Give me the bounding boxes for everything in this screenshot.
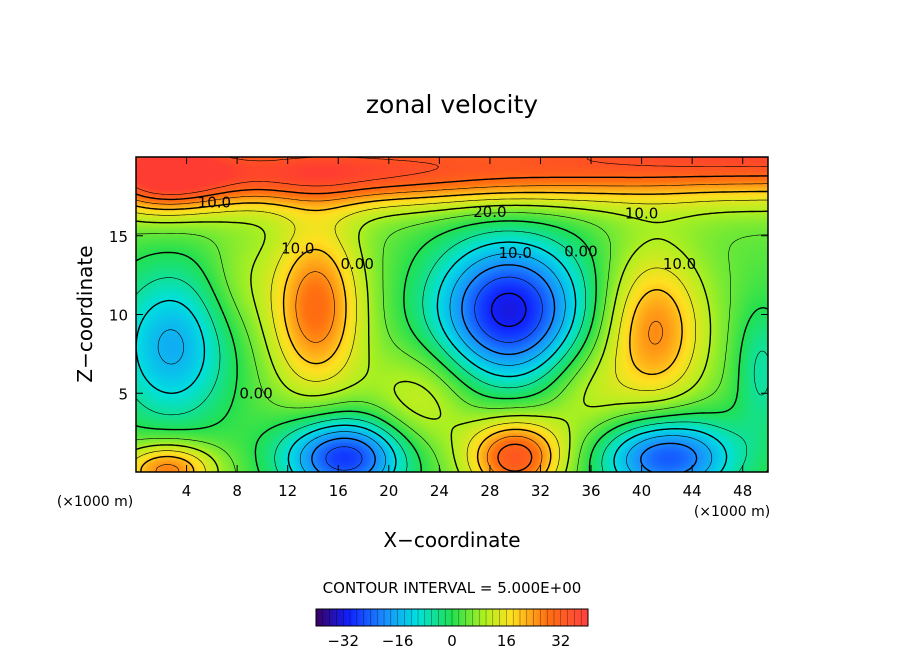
x-tick-label-44: 44	[683, 482, 702, 500]
heatmap-field	[136, 157, 768, 472]
colorbar-tick-0: 0	[447, 632, 457, 650]
y-tick-label-5: 5	[118, 385, 128, 403]
x-axis-label: X−coordinate	[383, 528, 520, 552]
x-tick-label-48: 48	[733, 482, 752, 500]
contour-line-neg25	[325, 276, 543, 471]
contour-label-3: 10.0	[281, 239, 314, 257]
x-unit-left: (×1000 m)	[57, 494, 133, 510]
chart-title: zonal velocity	[366, 90, 538, 119]
colorbar-tick-neg32: −32	[327, 632, 359, 650]
x-tick-label-40: 40	[632, 482, 651, 500]
contour-line-10	[136, 204, 768, 472]
y-axis-ticks: 5 10 15	[109, 228, 768, 403]
contour-line-neg15	[157, 253, 713, 472]
x-tick-label-36: 36	[581, 482, 600, 500]
contour-label-2: 10.0	[625, 205, 658, 223]
y-tick-label-15: 15	[109, 228, 128, 246]
contour-line-5	[136, 212, 768, 472]
x-tick-label-16: 16	[329, 482, 348, 500]
colorbar-tick-labels: −32 −16 0 16 32	[327, 632, 570, 650]
contour-line-20	[136, 190, 768, 472]
contour-label-4: 0.00	[340, 255, 373, 273]
contour-lines	[136, 157, 768, 472]
x-tick-label-4: 4	[182, 482, 192, 500]
x-tick-label-32: 32	[531, 482, 550, 500]
colorbar: −32 −16 0 16 32	[315, 608, 589, 650]
contour-labels: 10.0 20.0 10.0 10.0 0.00 10.0 0.00 10.0 0.00	[198, 194, 697, 403]
contour-label-7: 10.0	[663, 255, 696, 273]
contour-label-5: 10.0	[498, 244, 531, 262]
x-tick-label-20: 20	[379, 482, 398, 500]
y-tick-label-10: 10	[109, 307, 128, 325]
x-axis-ticks: 4 8 12 16 20 24 28 32 36 40 44 48	[182, 157, 752, 500]
x-tick-label-28: 28	[480, 482, 499, 500]
contour-line-15	[136, 198, 768, 472]
colorbar-tick-16: 16	[497, 632, 516, 650]
contour-line-neg5	[136, 230, 768, 472]
colorbar-tick-32: 32	[551, 632, 570, 650]
x-tick-label-8: 8	[232, 482, 242, 500]
contour-line-neg30	[490, 292, 527, 327]
y-axis-label: Z−coordinate	[73, 245, 97, 382]
x-tick-label-24: 24	[430, 482, 449, 500]
x-unit-right: (×1000 m)	[694, 504, 770, 520]
colorbar-divisions	[322, 609, 582, 626]
contour-line-neg10	[136, 241, 728, 472]
contour-line-neg20	[311, 264, 698, 472]
contour-label-1: 20.0	[473, 203, 506, 221]
x-tick-label-12: 12	[278, 482, 297, 500]
contour-line-25	[136, 183, 768, 472]
colorbar-tick-neg16: −16	[382, 632, 414, 650]
contour-label-6: 0.00	[564, 243, 597, 261]
contour-line-0	[136, 220, 768, 472]
contour-label-0: 10.0	[198, 194, 231, 212]
contour-label-8: 0.00	[239, 384, 272, 402]
contour-interval-note: CONTOUR INTERVAL = 5.000E+00	[323, 579, 582, 597]
contour-line-30	[136, 175, 768, 472]
